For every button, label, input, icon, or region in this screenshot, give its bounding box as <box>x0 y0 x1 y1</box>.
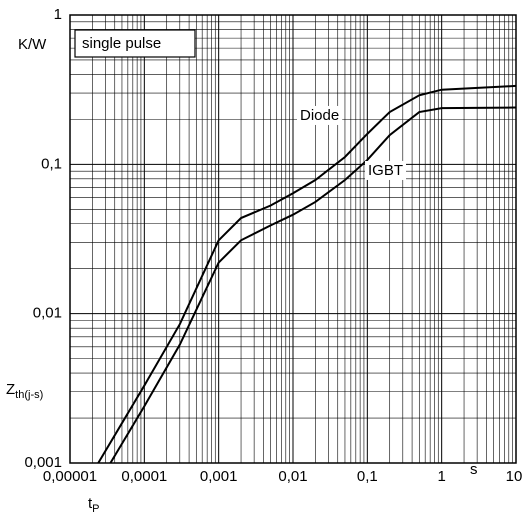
curves <box>97 84 517 464</box>
x-tick-label: 0,0001 <box>121 468 167 485</box>
y-label: Zth(j-s) <box>6 381 43 401</box>
plot-frame <box>69 14 517 464</box>
x-tick-label: 10 <box>506 468 523 485</box>
x-unit: s <box>470 461 478 478</box>
y-label-sub: th(j-s) <box>15 389 43 401</box>
series-line <box>97 84 517 464</box>
series-label-bg <box>297 105 343 125</box>
y-tick-label: 0,001 <box>24 454 62 471</box>
y-tick-label: 0,01 <box>33 305 62 322</box>
annotation-box <box>74 29 196 58</box>
series-label: Diode <box>300 107 339 124</box>
x-tick-label: 1 <box>437 468 445 485</box>
x-tick-label: 0,00001 <box>43 468 97 485</box>
y-unit: K/W <box>18 36 47 53</box>
y-label-main: Z <box>6 381 15 398</box>
series-label-bg <box>365 160 407 180</box>
annotation: single pulse <box>82 35 161 52</box>
grid <box>69 14 517 464</box>
y-tick-label: 0,1 <box>41 155 62 172</box>
x-tick-label: 0,001 <box>200 468 238 485</box>
x-tick-label: 0,1 <box>357 468 378 485</box>
y-tick-label: 1 <box>54 6 62 23</box>
x-label-main: t <box>88 495 93 512</box>
x-label-sub: P <box>92 503 99 515</box>
x-label: tP <box>88 495 100 515</box>
x-tick-label: 0,01 <box>278 468 307 485</box>
series-line <box>109 106 517 464</box>
series-label: IGBT <box>368 162 403 179</box>
